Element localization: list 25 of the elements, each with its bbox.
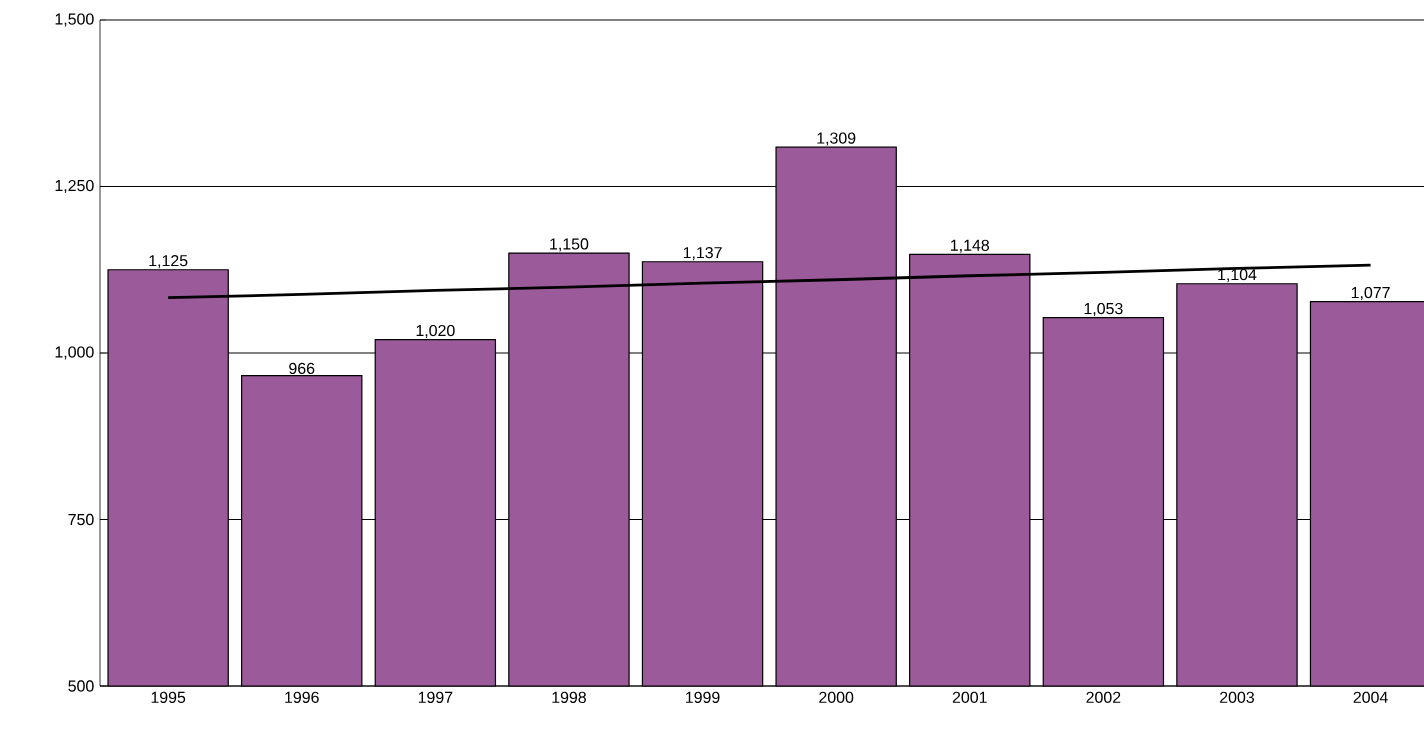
data-label: 1,148 [951,239,989,253]
data-label: 1,020 [416,324,455,339]
y-tick-label: 500 [68,680,94,692]
x-tick-label: 2001 [952,691,987,703]
x-tick-label: 1995 [151,691,186,703]
data-label: 1,150 [550,238,589,252]
x-tick-label: 2000 [819,691,854,703]
data-label: 1,137 [683,246,722,261]
x-tick-label: 1999 [686,691,720,703]
y-tick-label: 750 [68,513,94,526]
x-tick-label: 2004 [1353,691,1388,703]
x-tick-label: 1998 [552,691,586,703]
x-tick-label: 1997 [418,691,453,703]
y-tick-label: 1,500 [55,13,94,27]
data-label: 1,104 [1218,268,1257,283]
data-label: 1,053 [1084,302,1123,317]
y-tick-label: 1,250 [55,179,94,194]
data-label: 966 [289,362,315,375]
y-tick-label: 1,000 [55,346,94,360]
x-tick-label: 2003 [1220,691,1254,703]
x-tick-label: 1996 [285,691,319,703]
x-tick-label: 2002 [1086,691,1121,703]
data-label: 1,125 [149,254,188,269]
data-label: 1,077 [1351,286,1390,301]
data-label: 1,309 [817,132,856,146]
